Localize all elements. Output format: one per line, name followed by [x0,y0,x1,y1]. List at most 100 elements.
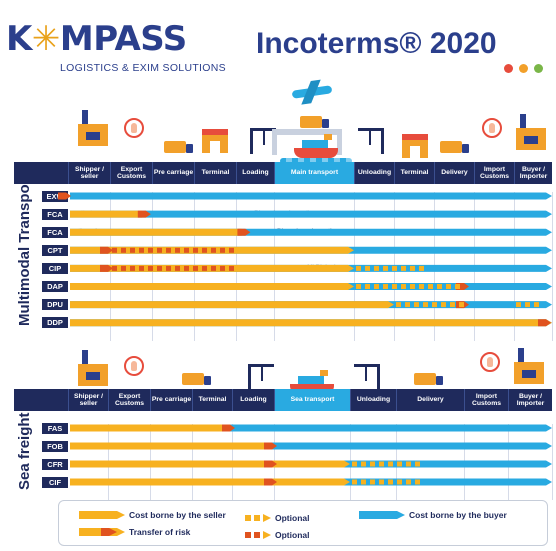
crane-icon [248,364,274,390]
mm-seller-bar-ddp [70,319,552,327]
mm-column-header-1: Export Customs [110,162,152,184]
mm-optional-mark [139,265,144,271]
mm-optional-mark [423,302,428,308]
mm-row-label-cpt: CPT [42,244,68,256]
sf-column-header-1: Export Customs [108,389,150,411]
mm-optional-mark [148,265,153,271]
mm-optional-mark [392,284,397,289]
sf-seller-bar-cif [70,478,350,486]
mm-optional-mark [401,265,406,271]
mm-optional-mark [157,265,162,271]
decor-dot-orange [519,64,528,73]
sf-seller-bar-fob [70,442,274,450]
mm-seller-bar-fca [70,210,148,218]
mm-optional-mark [175,265,180,271]
seafreight-column-header: Shipper / seller Export Customs Pre carria… [14,389,552,411]
sf-risk-marker-cif [264,478,277,486]
sf-optional-mark [379,479,384,485]
sf-column-header-4: Loading [232,389,274,411]
truck-icon [414,373,443,385]
truck-icon [440,141,469,153]
mm-optional-mark [419,265,424,271]
sf-risk-marker-cfr [264,460,277,468]
mm-optional-mark [455,284,460,289]
mm-optional-mark [148,247,153,253]
sf-optional-mark [415,479,420,485]
sf-risk-marker-fob [264,442,277,450]
mm-column-header-0: Shipper / seller [68,162,110,184]
mm-row-label-dpu: DPU [42,299,68,311]
legend-seller-label: Cost borne by the seller [129,510,226,520]
mm-optional-mark [428,284,433,289]
mm-optional-mark [374,284,379,289]
mm-seller-bar-dpu [70,301,394,309]
logo-text-mpass: MPASS [59,19,187,59]
sf-column-header-6: Unloading [350,389,396,411]
sf-optional-mark [379,461,384,467]
mm-column-header-10: Buyer / Importer [514,162,552,184]
mm-risk-marker-fca [137,210,151,218]
mm-optional-mark [202,265,207,271]
sf-column-header-3: Terminal [192,389,232,411]
legend-buyer-arrow [359,511,405,519]
truck-icon [164,141,193,153]
sf-optional-mark [415,461,420,467]
mm-optional-mark [356,265,361,271]
truck-on-gantry-icon [300,116,329,128]
mm-optional-mark [410,265,415,271]
mm-column-header-6: Unloading [354,162,394,184]
sf-row-label-fas: FAS [42,422,68,434]
mm-column-header-9: Import Customs [474,162,514,184]
gantry-icon [272,129,342,155]
mm-row-label-cip: CIP [42,262,68,274]
sf-seller-bar-fas [70,424,232,432]
mm-optional-mark [139,247,144,253]
mm-optional-mark [211,247,216,253]
mm-optional-mark [459,302,464,308]
mm-column-header-8: Delivery [434,162,474,184]
mm-column-header-2: Pre carriage [152,162,194,184]
sf-column-header-7: Delivery [396,389,464,411]
mm-optional-mark [130,265,135,271]
mm-optional-mark [193,247,198,253]
sf-optional-mark [361,461,366,467]
mm-optional-mark [419,284,424,289]
mm-column-header-7: Terminal [394,162,434,184]
legend-optional-risk-marks [245,531,271,539]
mm-seller-bar-dap [70,283,354,290]
mm-optional-mark [432,302,437,308]
page-title: Incoterms® 2020 [256,27,497,60]
mm-risk-marker-ddp [538,319,551,327]
mm-risk-marker-exw [58,192,71,200]
mm-optional-mark [405,302,410,308]
logo-tagline: LOGISTICS & EXIM SOLUTIONS [60,62,226,74]
sf-optional-mark [370,479,375,485]
mm-optional-mark [441,302,446,308]
sf-column-header-8: Import Customs [464,389,508,411]
mm-optional-mark [446,284,451,289]
mm-optional-mark [229,265,234,271]
sf-gridline [552,424,553,500]
sf-optional-mark [388,461,393,467]
sf-column-header-2: Pre carriage [150,389,192,411]
mm-optional-mark [396,302,401,308]
mm-optional-mark [365,265,370,271]
mm-optional-mark [414,302,419,308]
sf-optional-mark [406,479,411,485]
legend-optional-label-2: Optional [275,530,310,540]
mm-row-label-ddp: DDP [42,317,68,329]
legend-optional-label-1: Optional [275,513,310,523]
mm-optional-mark [229,247,234,253]
ship-icon [294,134,338,158]
mm-optional-mark [401,284,406,289]
decor-dot-red [504,64,513,73]
factory-icon [78,350,108,386]
legend-risk-label: Transfer of risk [129,527,191,537]
legend-box: Cost borne by the seller Transfer of ris… [58,500,548,546]
mm-buyer-bar-exw [70,192,552,200]
legend-buyer-label: Cost borne by the buyer [409,510,507,520]
mm-optional-mark [211,265,216,271]
crane-icon [250,128,276,154]
